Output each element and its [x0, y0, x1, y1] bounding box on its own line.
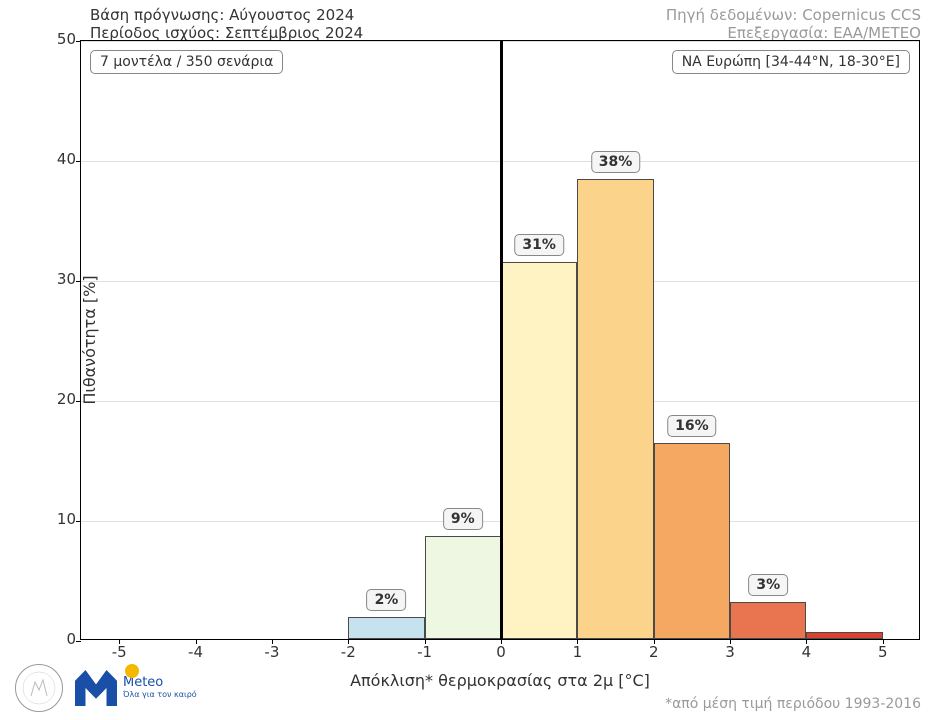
- zero-line: [500, 41, 503, 639]
- bar: [501, 262, 577, 639]
- bar-value-label: 38%: [591, 151, 641, 173]
- bar: [348, 617, 424, 639]
- x-tick-label: 4: [802, 643, 812, 661]
- info-models: 7 μοντέλα / 350 σενάρια: [90, 50, 283, 74]
- bar: [577, 179, 653, 639]
- bar-value-label: 2%: [367, 589, 407, 611]
- x-tick-label: 2: [649, 643, 659, 661]
- x-tick-label: 3: [725, 643, 735, 661]
- y-tick-mark: [76, 41, 81, 42]
- y-tick-label: 50: [51, 30, 76, 48]
- meteo-name: Meteo: [123, 676, 197, 690]
- meteo-logo: Meteo Όλα για τον καιρό: [75, 670, 197, 706]
- bar: [730, 602, 806, 639]
- x-tick-label: 1: [573, 643, 583, 661]
- x-tick-label: -3: [264, 643, 279, 661]
- y-axis-label: Πιθανότητα [%]: [80, 275, 99, 404]
- meteo-text: Meteo Όλα για τον καιρό: [123, 676, 197, 699]
- plot-area: 2%9%31%38%16%3%-5-4-3-2-1012345010203040…: [80, 40, 920, 640]
- bar: [425, 536, 501, 639]
- bar: [806, 632, 882, 639]
- y-tick-label: 0: [51, 630, 76, 648]
- bar-value-label: 3%: [748, 574, 788, 596]
- sun-icon: [125, 664, 139, 678]
- x-tick-label: 5: [878, 643, 888, 661]
- bar-value-label: 31%: [514, 234, 564, 256]
- y-tick-mark: [76, 521, 81, 522]
- header-source: Πηγή δεδομένων: Copernicus CCS: [666, 6, 921, 24]
- org-seal-icon: [15, 664, 63, 712]
- info-region: ΝΑ Ευρώπη [34-44°N, 18-30°E]: [672, 50, 910, 74]
- y-tick-mark: [76, 641, 81, 642]
- header-basis: Βάση πρόγνωσης: Αύγουστος 2024: [90, 6, 354, 24]
- meteo-m-icon: [75, 670, 117, 706]
- y-tick-label: 10: [51, 510, 76, 528]
- bar-value-label: 16%: [667, 415, 717, 437]
- bar-value-label: 9%: [443, 508, 483, 530]
- logo-area: Meteo Όλα για τον καιρό: [15, 664, 197, 712]
- footnote: *από μέση τιμή περιόδου 1993-2016: [665, 696, 921, 712]
- x-axis-label: Απόκλιση* θερμοκρασίας στα 2μ [°C]: [350, 671, 650, 690]
- meteo-tagline: Όλα για τον καιρό: [123, 691, 197, 700]
- bar: [654, 443, 730, 639]
- y-tick-label: 30: [51, 270, 76, 288]
- y-tick-label: 20: [51, 390, 76, 408]
- chart-container: 2%9%31%38%16%3%-5-4-3-2-1012345010203040…: [80, 40, 920, 640]
- y-tick-label: 40: [51, 150, 76, 168]
- x-tick-label: -4: [188, 643, 203, 661]
- x-tick-label: 0: [496, 643, 506, 661]
- x-tick-label: -1: [417, 643, 432, 661]
- y-tick-mark: [76, 161, 81, 162]
- x-tick-label: -5: [112, 643, 127, 661]
- x-tick-label: -2: [341, 643, 356, 661]
